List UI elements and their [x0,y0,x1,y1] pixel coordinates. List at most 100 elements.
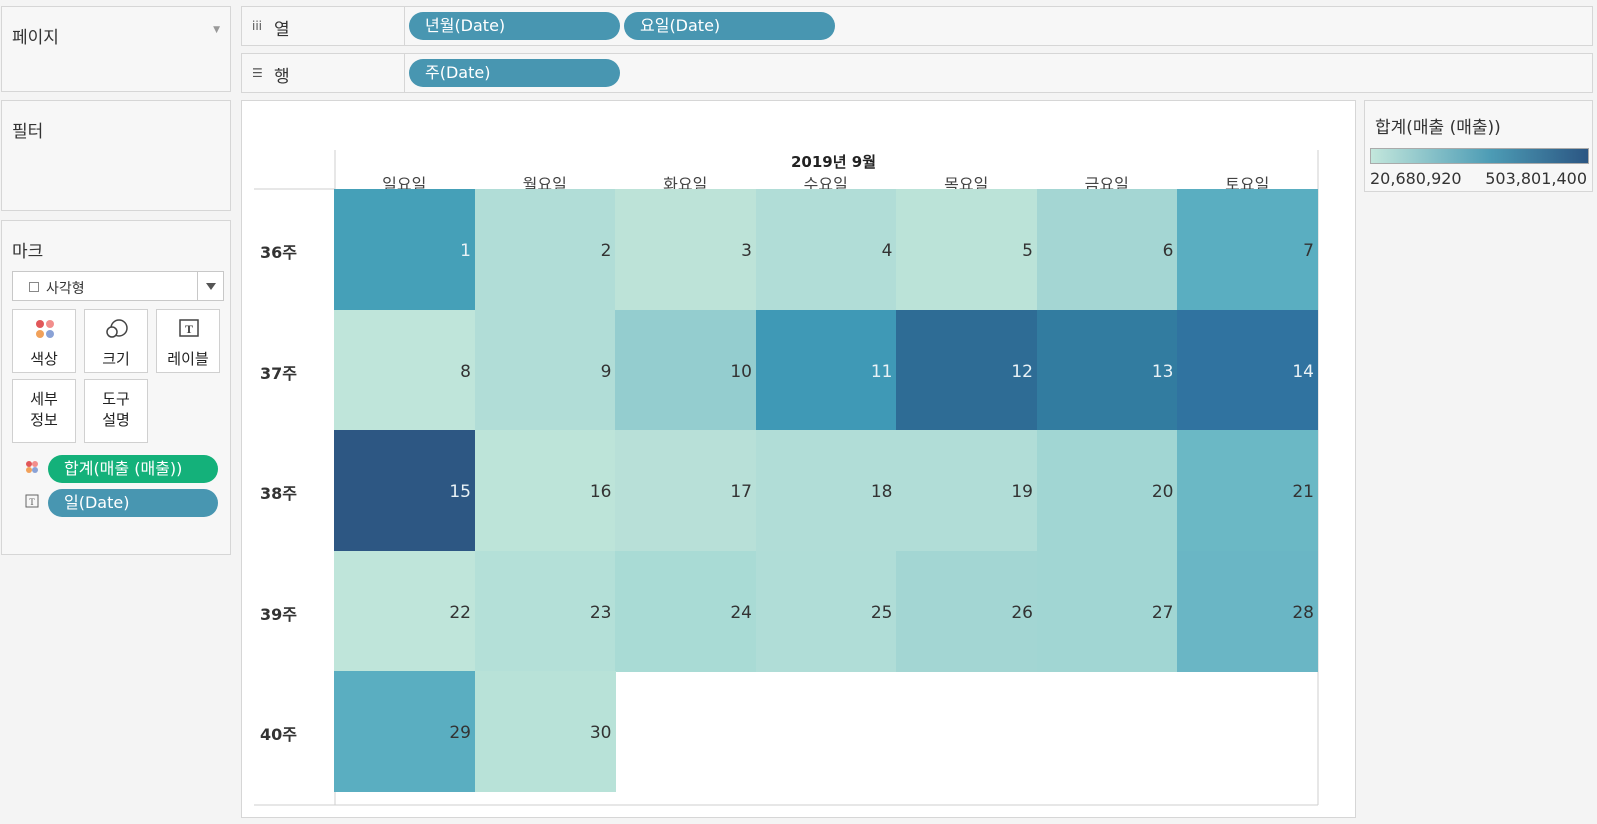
calendar-cell[interactable]: 19 [896,430,1037,551]
color-button-label: 색상 [30,350,58,368]
calendar-cell[interactable]: 25 [755,550,897,672]
mark-type-label: 사각형 [46,281,85,297]
calendar-cell[interactable]: 16 [474,430,616,551]
chevron-down-icon[interactable] [197,272,223,300]
calendar-cell[interactable]: 2 [474,189,616,310]
color-button[interactable]: 색상 [12,309,76,373]
calendar-cell[interactable]: 10 [615,309,756,431]
label-field-icon: T [25,494,39,508]
calendar-cell[interactable]: 14 [1177,309,1318,431]
marks-card: 마크 사각형 색상 크기 T 레이블 세부 정보 도구 설명 [1,220,231,555]
week-label[interactable]: 36주 [260,243,297,262]
cell-day-label: 29 [449,723,471,743]
rows-icon: ☰ [252,66,263,80]
cell-day-label: 1 [460,241,471,261]
week-label[interactable]: 37주 [260,363,297,383]
cell-day-label: 19 [1011,482,1033,502]
cell-day-label: 8 [460,361,471,382]
chart-title: 2019년 9월 [791,153,877,171]
calendar-cell[interactable]: 1 [334,189,475,310]
rows-shelf[interactable]: ☰ 행 주(Date) [241,53,1593,93]
legend-gradient-bar [1370,148,1589,164]
calendar-cell[interactable]: 3 [615,189,756,310]
week-label[interactable]: 39주 [260,604,297,624]
calendar-cell[interactable]: 12 [896,309,1037,431]
cell-day-label: 15 [449,482,471,502]
tooltip-label-line2: 설명 [102,411,130,429]
legend-title: 합계(매출 (매출)) [1375,118,1501,138]
calendar-cell[interactable]: 23 [474,550,616,672]
cell-day-label: 11 [870,361,893,382]
rows-pill-week[interactable]: 주(Date) [409,59,620,87]
svg-text:T: T [29,497,35,507]
cell-day-label: 30 [589,723,612,743]
calendar-cell[interactable]: 17 [615,430,756,551]
cell-day-label: 9 [600,361,612,382]
cell-day-label: 3 [741,241,752,261]
calendar-cell[interactable]: 20 [1036,430,1178,551]
columns-pill-weekday[interactable]: 요일(Date) [624,12,835,40]
calendar-cell[interactable]: 21 [1177,430,1318,551]
color-field-pill[interactable]: 합계(매출 (매출)) [48,455,218,483]
columns-shelf[interactable]: iii 열 년월(Date) 요일(Date) [241,6,1593,46]
filters-card-title: 필터 [12,122,44,142]
square-icon [29,282,39,292]
calendar-cell[interactable]: 28 [1177,550,1318,672]
cell-day-label: 7 [1303,241,1314,261]
cell-day-label: 10 [730,361,752,382]
calendar-cell[interactable]: 9 [474,309,616,431]
cell-day-label: 21 [1292,482,1314,502]
cell-day-label: 26 [1011,602,1033,623]
detail-label-line1: 세부 [30,390,58,408]
rows-shelf-label: ☰ 행 [242,54,405,92]
columns-icon: iii [252,19,263,33]
label-button[interactable]: T 레이블 [156,309,220,373]
cell-day-label: 13 [1151,361,1174,382]
cell-day-label: 6 [1162,241,1174,261]
tooltip-label-line1: 도구 [102,390,130,408]
rows-shelf-title: 행 [274,67,290,87]
cell-day-label: 18 [870,482,893,502]
calendar-cell[interactable]: 27 [1036,550,1178,672]
size-icon [106,319,128,338]
calendar-cell[interactable]: 11 [755,309,897,431]
chevron-down-icon[interactable]: ▼ [213,25,220,35]
cell-day-label: 16 [589,482,612,502]
columns-pill-yearmonth[interactable]: 년월(Date) [409,12,620,40]
calendar-cell[interactable]: 8 [334,309,475,431]
cell-day-label: 5 [1022,241,1033,261]
mark-type-dropdown[interactable]: 사각형 [12,271,224,301]
calendar-cell[interactable]: 4 [755,189,897,310]
week-label[interactable]: 38주 [260,484,297,503]
calendar-cell[interactable]: 5 [896,189,1037,310]
text-t-icon: T [179,319,199,337]
calendar-cell[interactable]: 22 [334,550,475,672]
filters-card[interactable]: 필터 [1,100,231,211]
marks-card-title: 마크 [12,242,44,262]
calendar-cell[interactable]: 15 [334,430,475,551]
tooltip-button[interactable]: 도구 설명 [84,379,148,443]
calendar-cell[interactable]: 7 [1177,189,1318,310]
size-button[interactable]: 크기 [84,309,148,373]
week-label[interactable]: 40주 [260,725,297,744]
calendar-cell[interactable]: 30 [474,671,616,792]
cell-day-label: 24 [730,602,752,623]
cell-day-label: 2 [600,241,612,261]
calendar-cell[interactable]: 24 [615,550,756,672]
cell-day-label: 23 [589,602,612,623]
columns-shelf-label: iii 열 [242,7,405,45]
calendar-cell[interactable]: 13 [1036,309,1178,431]
cell-day-label: 17 [730,482,752,502]
pages-card[interactable]: 페이지 ▼ [1,6,231,92]
cell-day-label: 27 [1151,602,1174,623]
calendar-cell[interactable]: 26 [896,550,1037,672]
legend-max: 503,801,400 [1485,169,1587,188]
color-legend[interactable]: 합계(매출 (매출)) 20,680,920 503,801,400 [1364,100,1593,192]
calendar-cell[interactable]: 29 [334,671,475,792]
calendar-cell[interactable]: 6 [1036,189,1178,310]
cell-day-label: 28 [1292,602,1314,623]
calendar-cell[interactable]: 18 [755,430,897,551]
label-field-pill[interactable]: 일(Date) [48,489,218,517]
legend-min: 20,680,920 [1370,169,1462,188]
detail-button[interactable]: 세부 정보 [12,379,76,443]
